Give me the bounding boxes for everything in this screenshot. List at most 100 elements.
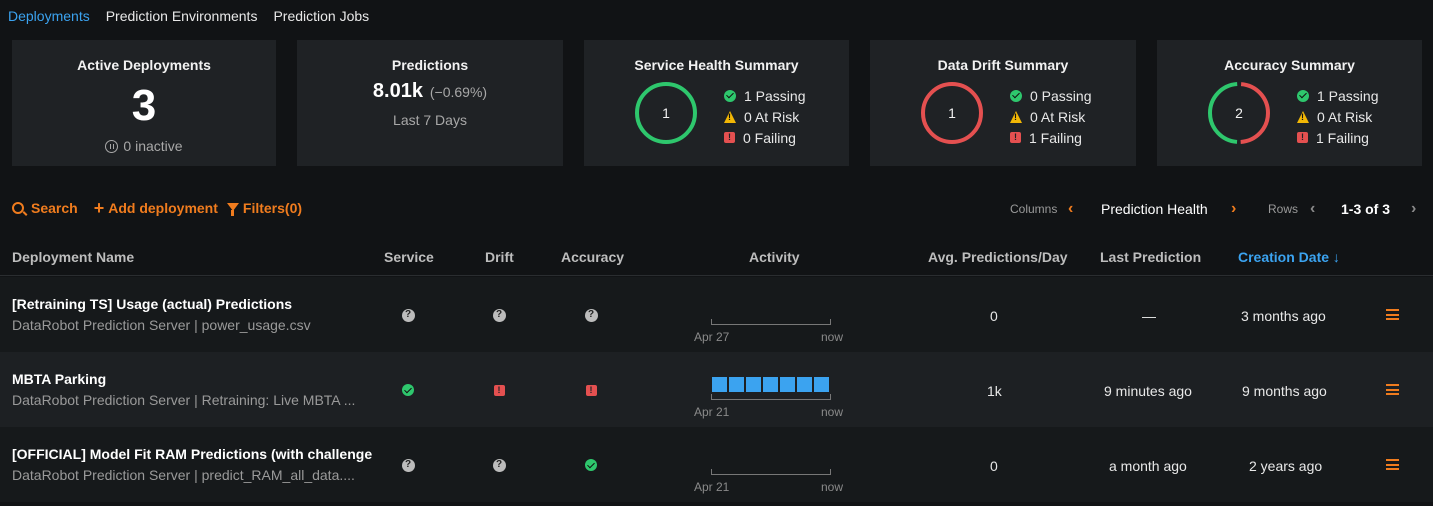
- search-label: Search: [31, 200, 78, 216]
- accuracy-status[interactable]: [584, 458, 598, 472]
- passing-icon: [724, 89, 736, 102]
- table-row[interactable]: MBTA Parking DataRobot Prediction Server…: [0, 352, 1433, 427]
- failing-icon: !: [1297, 132, 1308, 143]
- header-creation-date[interactable]: Creation Date ↓: [1238, 249, 1340, 265]
- avg-predictions: 0: [990, 458, 998, 474]
- activity-start-label: Apr 21: [694, 480, 730, 494]
- columns-label: Columns: [1010, 202, 1058, 216]
- columns-value: Prediction Health: [1101, 201, 1208, 217]
- service-status[interactable]: ?: [401, 308, 415, 322]
- drift-status[interactable]: ?: [492, 458, 506, 472]
- data-drift-card: Data Drift Summary 1 0 Passing 0 At Risk…: [870, 40, 1136, 166]
- drift-status[interactable]: !: [492, 383, 506, 397]
- avg-predictions: 0: [990, 308, 998, 324]
- row-menu-icon[interactable]: [1386, 459, 1399, 470]
- columns-next-chevron-icon[interactable]: ›: [1231, 200, 1237, 217]
- ring-segment-fail: [1208, 82, 1270, 144]
- legend-passing: 1 Passing: [1297, 85, 1378, 106]
- activity-sparkline: Apr 21 now: [693, 373, 843, 419]
- filters-button[interactable]: Filters(0): [226, 200, 302, 216]
- ring-segment-fail: [921, 82, 983, 144]
- unknown-status-icon: ?: [401, 458, 415, 472]
- active-count: 3: [131, 81, 157, 130]
- activity-bars: [712, 377, 829, 392]
- unknown-status-icon: ?: [492, 308, 506, 322]
- service-health-ring: [635, 82, 697, 144]
- card-title: Active Deployments: [77, 57, 211, 73]
- search-icon: [12, 202, 24, 214]
- legend-at-risk: 0 At Risk: [1010, 106, 1091, 127]
- activity-sparkline: Apr 27 now: [693, 298, 843, 344]
- legend-failing: ! 0 Failing: [724, 127, 805, 148]
- add-deployment-button[interactable]: + Add deployment: [94, 199, 218, 217]
- predictions-change: (−0.69%): [429, 84, 488, 100]
- unknown-status-icon: ?: [492, 458, 506, 472]
- creation-date: 3 months ago: [1241, 308, 1326, 324]
- passing-icon: [1297, 89, 1309, 102]
- header-service[interactable]: Service: [384, 249, 434, 265]
- header-accuracy[interactable]: Accuracy: [561, 249, 625, 265]
- data-drift-ring-count: 1: [948, 105, 956, 121]
- at-risk-label: 0 At Risk: [744, 108, 800, 125]
- drift-status[interactable]: ?: [492, 308, 506, 322]
- activity-end-label: now: [820, 330, 843, 344]
- row-menu-icon[interactable]: [1386, 309, 1399, 320]
- tab-deployments[interactable]: Deployments: [8, 8, 90, 24]
- failing-icon: !: [493, 384, 505, 396]
- service-health-ring-count: 1: [662, 105, 670, 121]
- creation-date: 2 years ago: [1249, 458, 1323, 474]
- header-avg-predictions[interactable]: Avg. Predictions/Day: [928, 249, 1068, 265]
- legend-passing: 1 Passing: [724, 85, 805, 106]
- data-drift-ring: [921, 82, 983, 144]
- filter-icon: [226, 203, 239, 216]
- header-last-prediction[interactable]: Last Prediction: [1100, 249, 1202, 265]
- unknown-status-icon: ?: [584, 308, 598, 322]
- row-menu-icon[interactable]: [1386, 384, 1399, 395]
- warning-icon: [724, 110, 736, 123]
- top-nav: Deployments Prediction Environments Pred…: [8, 8, 369, 24]
- passing-label: 1 Passing: [744, 87, 806, 104]
- table-header: Deployment Name Service Drift Accuracy A…: [0, 236, 1433, 276]
- failing-label: 0 Failing: [743, 129, 796, 146]
- unknown-status-icon: ?: [401, 308, 415, 322]
- predictions-count: 8.01k: [372, 80, 423, 102]
- rows-prev-chevron-icon[interactable]: ‹: [1310, 200, 1316, 217]
- inactive-label: 0 inactive: [123, 138, 183, 154]
- accuracy-status[interactable]: !: [584, 383, 598, 397]
- columns-prev-chevron-icon[interactable]: ‹: [1068, 200, 1074, 217]
- tab-prediction-environments[interactable]: Prediction Environments: [105, 8, 258, 24]
- header-drift[interactable]: Drift: [485, 249, 514, 265]
- predictions-period: Last 7 Days: [393, 112, 467, 128]
- deployment-name[interactable]: [OFFICIAL] Model Fit RAM Predictions (wi…: [12, 446, 373, 462]
- data-drift-legend: 0 Passing 0 At Risk ! 1 Failing: [1010, 85, 1091, 148]
- deployment-name[interactable]: [Retraining TS] Usage (actual) Predictio…: [12, 296, 293, 312]
- legend-at-risk: 0 At Risk: [724, 106, 805, 127]
- failing-label: 1 Failing: [1029, 129, 1082, 146]
- service-status[interactable]: ?: [401, 458, 415, 472]
- service-status[interactable]: [401, 383, 415, 397]
- activity-bar: [712, 377, 727, 392]
- header-activity[interactable]: Activity: [749, 249, 800, 265]
- passing-icon: [402, 384, 414, 396]
- card-title: Data Drift Summary: [937, 57, 1069, 73]
- search-button[interactable]: Search: [12, 200, 78, 216]
- pause-icon: [105, 139, 119, 153]
- activity-start-label: Apr 27: [694, 330, 730, 344]
- legend-failing: ! 1 Failing: [1010, 127, 1091, 148]
- card-title: Service Health Summary: [634, 57, 799, 73]
- table-row[interactable]: [Retraining TS] Usage (actual) Predictio…: [0, 277, 1433, 352]
- activity-axis: [711, 319, 831, 325]
- toolbar: Search + Add deployment Filters(0): [12, 199, 302, 217]
- failing-icon: !: [724, 132, 735, 143]
- accuracy-status[interactable]: ?: [584, 308, 598, 322]
- activity-bar: [763, 377, 778, 392]
- tab-prediction-jobs[interactable]: Prediction Jobs: [273, 8, 370, 24]
- card-title: Predictions: [391, 57, 469, 73]
- header-deployment-name[interactable]: Deployment Name: [12, 249, 135, 265]
- accuracy-card: Accuracy Summary 2 1 Passing 0 At Risk !…: [1157, 40, 1422, 166]
- ring-segment-pass: [635, 82, 697, 144]
- deployment-name[interactable]: MBTA Parking: [12, 371, 107, 387]
- rows-next-chevron-icon[interactable]: ›: [1411, 200, 1417, 217]
- table-row[interactable]: [OFFICIAL] Model Fit RAM Predictions (wi…: [0, 427, 1433, 502]
- card-title: Accuracy Summary: [1224, 57, 1355, 73]
